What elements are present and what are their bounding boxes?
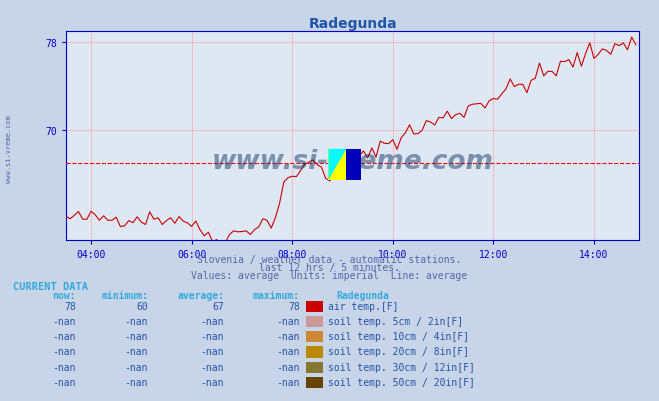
Text: CURRENT DATA: CURRENT DATA — [13, 282, 88, 292]
Text: -nan: -nan — [200, 331, 224, 341]
Text: soil temp. 50cm / 20in[F]: soil temp. 50cm / 20in[F] — [328, 377, 475, 387]
Title: Radegunda: Radegunda — [308, 17, 397, 31]
Text: soil temp. 30cm / 12in[F]: soil temp. 30cm / 12in[F] — [328, 362, 475, 372]
Text: Values: average  Units: imperial  Line: average: Values: average Units: imperial Line: av… — [191, 271, 468, 281]
Text: soil temp. 10cm / 4in[F]: soil temp. 10cm / 4in[F] — [328, 331, 469, 341]
Text: -nan: -nan — [52, 316, 76, 326]
Text: -nan: -nan — [125, 316, 148, 326]
Text: average:: average: — [177, 290, 224, 300]
Text: -nan: -nan — [52, 346, 76, 356]
Text: 67: 67 — [212, 301, 224, 311]
Text: 60: 60 — [136, 301, 148, 311]
Polygon shape — [347, 150, 361, 180]
Text: maximum:: maximum: — [253, 290, 300, 300]
Bar — [328, 150, 361, 180]
Text: -nan: -nan — [276, 331, 300, 341]
Text: -nan: -nan — [200, 316, 224, 326]
Text: -nan: -nan — [276, 346, 300, 356]
Text: -nan: -nan — [276, 377, 300, 387]
Text: -nan: -nan — [125, 377, 148, 387]
Text: -nan: -nan — [200, 346, 224, 356]
Text: soil temp. 20cm / 8in[F]: soil temp. 20cm / 8in[F] — [328, 346, 469, 356]
Text: www.si-vreme.com: www.si-vreme.com — [5, 114, 12, 182]
Text: -nan: -nan — [125, 331, 148, 341]
Text: -nan: -nan — [125, 346, 148, 356]
Text: last 12 hrs / 5 minutes.: last 12 hrs / 5 minutes. — [259, 263, 400, 273]
Text: -nan: -nan — [52, 362, 76, 372]
Text: soil temp. 5cm / 2in[F]: soil temp. 5cm / 2in[F] — [328, 316, 463, 326]
Text: -nan: -nan — [52, 331, 76, 341]
Text: -nan: -nan — [276, 316, 300, 326]
Polygon shape — [328, 150, 347, 180]
Text: 78: 78 — [288, 301, 300, 311]
Text: Radegunda: Radegunda — [336, 290, 389, 300]
Text: minimum:: minimum: — [101, 290, 148, 300]
Text: air temp.[F]: air temp.[F] — [328, 301, 399, 311]
Text: -nan: -nan — [52, 377, 76, 387]
Text: now:: now: — [52, 290, 76, 300]
Text: -nan: -nan — [276, 362, 300, 372]
Text: Slovenia / weather data - automatic stations.: Slovenia / weather data - automatic stat… — [197, 255, 462, 265]
Text: -nan: -nan — [200, 362, 224, 372]
Text: -nan: -nan — [125, 362, 148, 372]
Text: -nan: -nan — [200, 377, 224, 387]
Text: 78: 78 — [64, 301, 76, 311]
Text: www.si-vreme.com: www.si-vreme.com — [212, 148, 494, 174]
